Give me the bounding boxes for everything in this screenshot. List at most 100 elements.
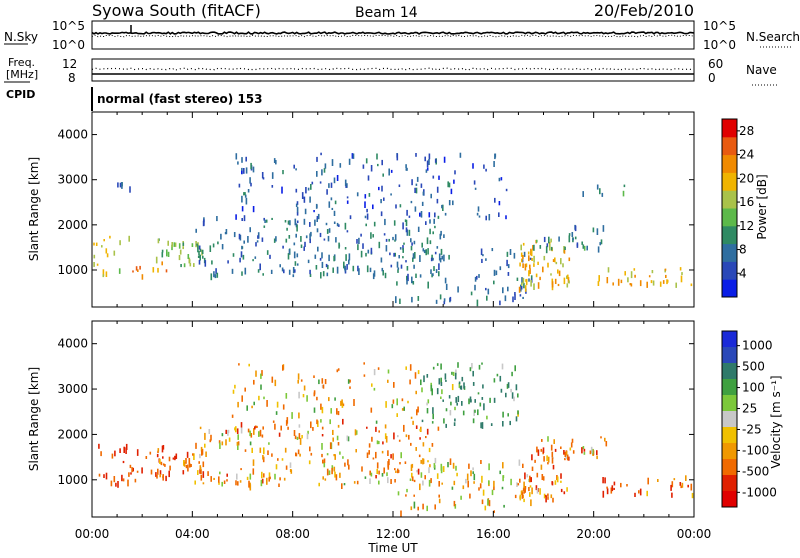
velocity-data-mark [545, 494, 547, 497]
power-data-mark [448, 200, 451, 206]
velocity-data-mark [547, 462, 549, 465]
power-data-mark [240, 251, 243, 258]
power-data-mark [202, 255, 204, 259]
velocity-data-mark [199, 426, 202, 430]
velocity-data-mark [482, 489, 485, 496]
power-data-mark [328, 183, 330, 188]
power-data-mark [425, 169, 428, 173]
velocity-data-mark [638, 490, 640, 494]
velocity-data-mark [403, 406, 405, 411]
velocity-data-mark [417, 370, 420, 375]
power-data-mark [331, 159, 334, 166]
velocity-data-mark [187, 464, 189, 472]
velocity-data-mark [493, 486, 495, 491]
power-data-mark [264, 219, 266, 223]
power-data-mark [271, 185, 274, 188]
power-data-mark [519, 294, 522, 297]
velocity-data-mark [416, 409, 418, 416]
power-data-mark [348, 259, 350, 265]
power-data-mark [344, 222, 347, 230]
power-data-mark [474, 284, 476, 291]
power-data-mark [405, 168, 408, 171]
power-data-mark [166, 249, 168, 257]
velocity-data-mark [634, 492, 636, 497]
velocity-data-mark [333, 466, 336, 472]
velocity-data-mark [366, 426, 368, 429]
power-data-mark [235, 214, 237, 220]
velocity-data-mark [393, 432, 395, 440]
power-data-mark [388, 168, 390, 176]
velocity-data-mark [570, 442, 573, 448]
velocity-data-mark [396, 413, 398, 417]
power-data-mark [499, 266, 502, 271]
power-data-mark [216, 216, 218, 222]
velocity-data-mark [415, 425, 418, 429]
power-data-mark [373, 221, 376, 227]
velocity-data-mark [289, 462, 292, 468]
velocity-data-mark [445, 408, 448, 412]
velocity-data-mark [493, 378, 496, 383]
power-data-mark [139, 265, 141, 270]
power-data-mark [433, 266, 435, 271]
velocity-data-mark [127, 479, 129, 487]
power-data-mark [410, 245, 413, 251]
velocity-data-mark [261, 478, 264, 484]
velocity-data-mark [493, 397, 496, 403]
power-data-mark [437, 215, 440, 219]
power-data-mark [378, 241, 381, 249]
velocity-data-mark [274, 423, 276, 430]
power-data-mark [103, 239, 105, 242]
velocity-data-mark [456, 402, 458, 406]
velocity-data-mark [535, 485, 538, 491]
power-data-mark [474, 187, 477, 190]
velocity-data-mark [438, 498, 441, 504]
power-data-mark [327, 264, 329, 270]
velocity-data-mark [423, 375, 425, 383]
power-data-mark [392, 236, 394, 241]
power-data-mark [157, 238, 160, 244]
power-data-mark [262, 273, 264, 276]
power-data-mark [378, 186, 380, 191]
velocity-data-mark [271, 453, 273, 457]
velocity-data-mark [469, 367, 472, 372]
power-data-mark [533, 244, 535, 251]
power-data-mark [366, 208, 368, 213]
power-data-mark [478, 274, 480, 278]
power-colorbar-swatch [722, 172, 737, 191]
power-colorbar-tick-label: 16 [739, 195, 754, 209]
power-data-mark [309, 196, 311, 203]
velocity-data-mark [582, 446, 585, 450]
power-data-mark [408, 215, 411, 218]
power-data-mark [372, 204, 374, 210]
power-colorbar-swatch [722, 119, 737, 138]
velocity-data-mark [547, 436, 549, 442]
velocity-data-mark [349, 386, 351, 389]
power-data-mark [416, 176, 419, 182]
velocity-data-mark [368, 450, 370, 455]
power-data-mark [516, 277, 519, 281]
power-data-mark [547, 262, 549, 268]
velocity-data-mark [602, 490, 605, 498]
power-data-mark [261, 237, 264, 242]
power-data-mark [331, 207, 334, 210]
power-data-mark [213, 271, 215, 278]
power-data-mark [415, 273, 417, 278]
power-data-mark [385, 245, 388, 252]
power-data-mark [333, 210, 336, 216]
velocity-data-mark [472, 467, 474, 471]
velocity-data-mark [428, 447, 431, 453]
power-data-mark [161, 252, 164, 258]
velocity-data-mark [294, 435, 297, 440]
power-data-mark [193, 263, 195, 267]
power-data-mark [600, 239, 603, 245]
power-data-mark [343, 261, 345, 269]
velocity-data-mark [252, 459, 255, 466]
power-colorbar-swatch [722, 136, 737, 156]
velocity-data-mark [297, 449, 300, 455]
power-data-mark [439, 258, 442, 263]
power-data-mark [309, 238, 311, 244]
power-data-mark [412, 253, 415, 259]
velocity-data-mark [353, 399, 355, 406]
velocity-data-mark [128, 472, 130, 477]
velocity-data-mark [509, 420, 511, 426]
